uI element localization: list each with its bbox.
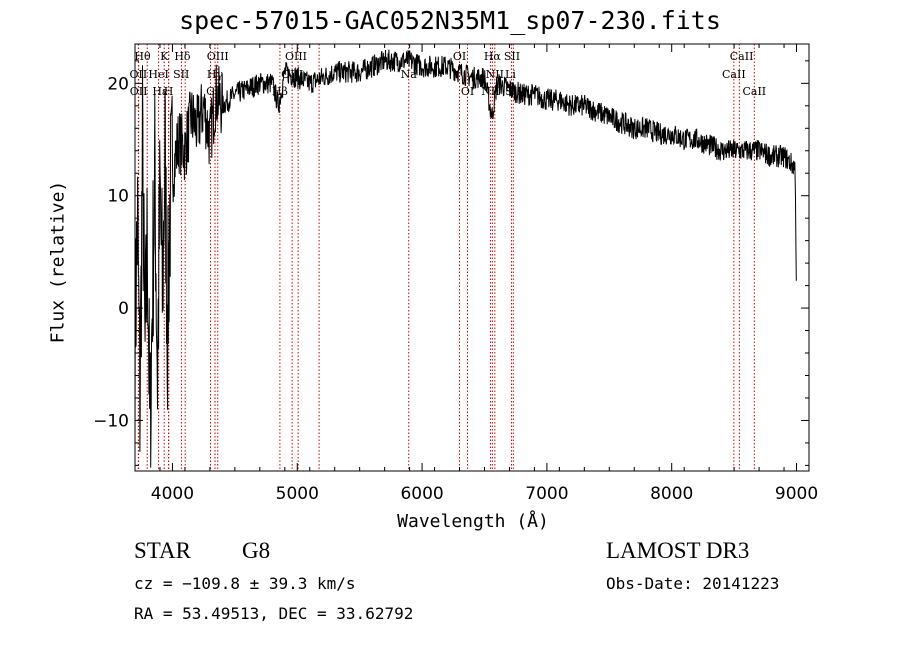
observation-date: Obs-Date: 20141223 [606,574,780,593]
x-tick-label: 5000 [276,484,319,504]
line-label: G [206,85,215,98]
x-tick-label: 7000 [525,484,568,504]
line-label: Na [401,68,418,81]
y-axis-ticks: −10 0 10 20 [93,60,809,466]
y-tick-label: 20 [107,74,129,94]
line-label: OII [130,85,148,98]
reference-lines [137,44,755,471]
x-tick-label: 6000 [400,484,443,504]
line-label: OI [461,85,474,98]
line-label: SII [505,85,521,98]
line-label: SII [173,68,189,81]
spectrum-line [134,49,797,468]
line-label: OIII [281,68,303,81]
line-label: CaII [742,85,766,98]
survey-name: LAMOST DR3 [606,538,750,563]
object-class: STAR [134,538,191,563]
line-label: H [164,85,174,98]
y-axis-label: Flux (relative) [47,180,69,344]
line-label: Hβ [272,85,288,98]
line-label: OIII [207,50,229,63]
line-label: OI [453,50,466,63]
line-label: Hε [152,85,168,98]
object-subclass: G8 [242,538,271,563]
x-tick-label: 8000 [650,484,693,504]
line-label: K [160,50,169,63]
line-label: SII [504,50,520,63]
y-tick-label: 10 [107,187,129,207]
x-tick-label: 9000 [775,484,818,504]
line-label: Li [505,68,516,81]
line-label: Hθ [134,50,151,63]
x-axis-label: Wavelength (Å) [397,511,549,532]
plot-frame [134,43,810,472]
line-label: Hδ [174,50,191,63]
spectrum-series [134,49,797,468]
sky-coordinates: RA = 53.49513, DEC = 33.62792 [134,604,414,623]
x-axis-ticks: 4000 5000 6000 7000 8000 9000 [134,44,818,504]
redshift-velocity: cz = −109.8 ± 39.3 km/s [134,574,356,593]
line-label: Hα [484,50,502,63]
line-label: NII [486,68,504,81]
y-tick-label: −10 [93,411,129,431]
y-tick-label: 0 [118,299,129,319]
line-label: NII [481,85,499,98]
line-label: CaII [722,68,746,81]
x-tick-label: 4000 [151,484,194,504]
line-label: CaII [730,50,754,63]
line-label: Hγ [207,68,224,81]
chart-title: spec-57015-GAC052N35M1_sp07-230.fits [179,6,721,35]
line-label: OIII [285,50,307,63]
line-label: OII [130,68,148,81]
line-label: HeI [148,68,168,81]
